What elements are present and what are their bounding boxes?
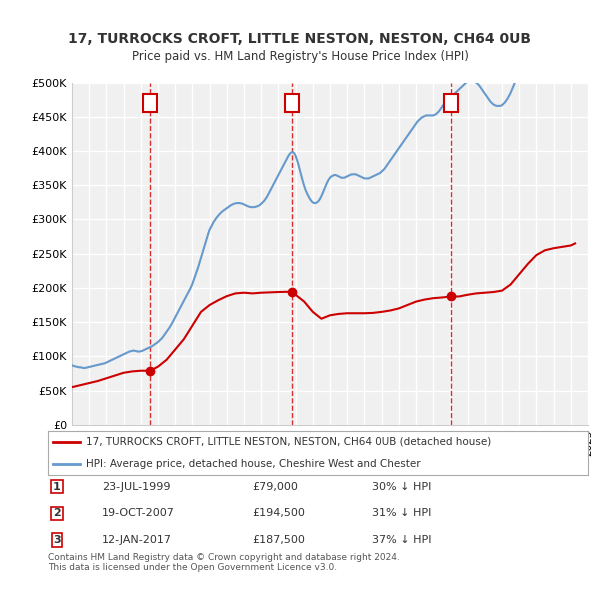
Text: Contains HM Land Registry data © Crown copyright and database right 2024.
This d: Contains HM Land Registry data © Crown c… <box>48 553 400 572</box>
Text: 3: 3 <box>447 96 455 109</box>
Text: 2: 2 <box>288 96 296 109</box>
Text: 23-JUL-1999: 23-JUL-1999 <box>102 482 170 491</box>
Text: 31% ↓ HPI: 31% ↓ HPI <box>372 509 431 518</box>
Text: £194,500: £194,500 <box>252 509 305 518</box>
Text: 30% ↓ HPI: 30% ↓ HPI <box>372 482 431 491</box>
Text: 17, TURROCKS CROFT, LITTLE NESTON, NESTON, CH64 0UB: 17, TURROCKS CROFT, LITTLE NESTON, NESTO… <box>68 32 532 47</box>
Text: £187,500: £187,500 <box>252 535 305 545</box>
Text: 37% ↓ HPI: 37% ↓ HPI <box>372 535 431 545</box>
Text: HPI: Average price, detached house, Cheshire West and Chester: HPI: Average price, detached house, Ches… <box>86 459 421 469</box>
Text: 19-OCT-2007: 19-OCT-2007 <box>102 509 175 518</box>
Text: 1: 1 <box>146 96 155 109</box>
Text: 17, TURROCKS CROFT, LITTLE NESTON, NESTON, CH64 0UB (detached house): 17, TURROCKS CROFT, LITTLE NESTON, NESTO… <box>86 437 491 447</box>
Text: 12-JAN-2017: 12-JAN-2017 <box>102 535 172 545</box>
Text: Price paid vs. HM Land Registry's House Price Index (HPI): Price paid vs. HM Land Registry's House … <box>131 50 469 63</box>
Text: 3: 3 <box>53 535 61 545</box>
Text: 2: 2 <box>53 509 61 518</box>
Text: £79,000: £79,000 <box>252 482 298 491</box>
Text: 1: 1 <box>53 482 61 491</box>
